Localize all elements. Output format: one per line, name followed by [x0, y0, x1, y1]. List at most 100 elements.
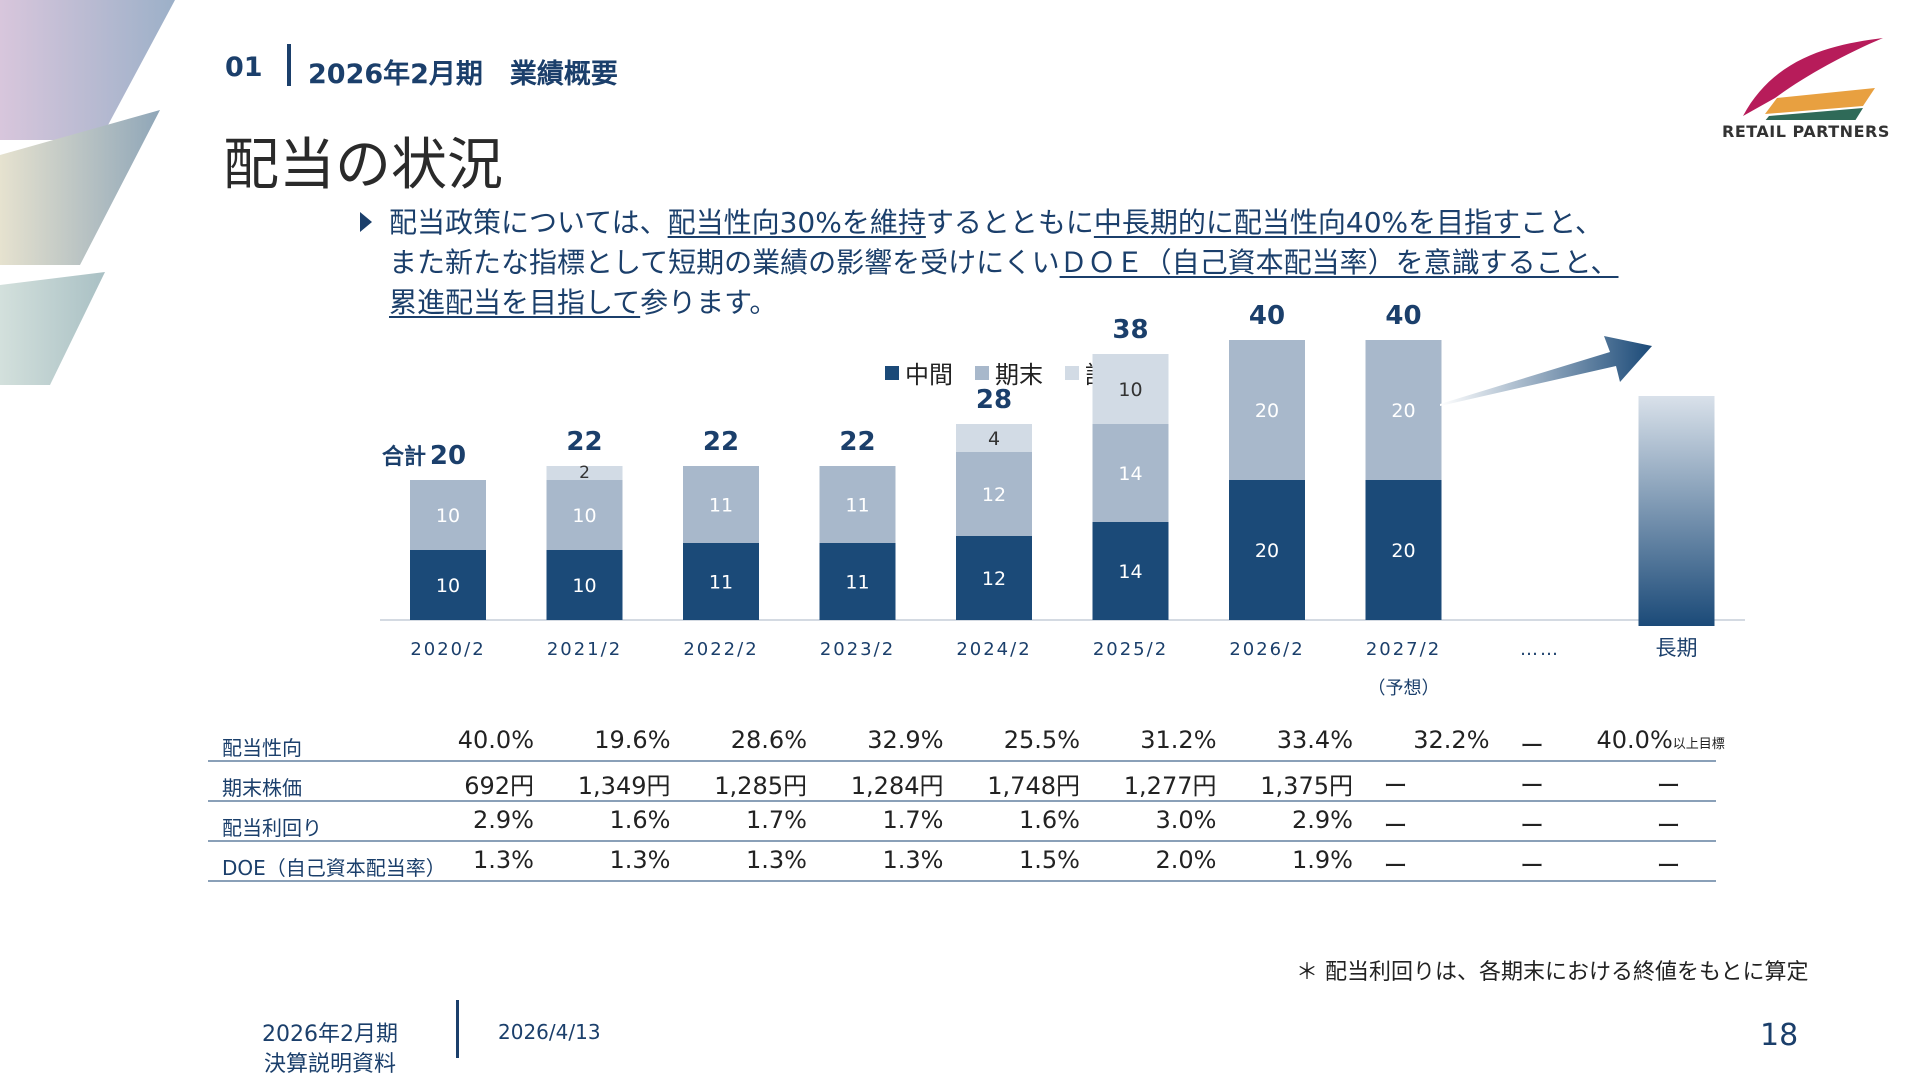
table-cell: 1.3% — [882, 846, 944, 874]
total-label: 38 — [1112, 315, 1148, 345]
table-cell: 32.2% — [1413, 726, 1490, 754]
footnote: ＊ 配当利回りは、各期末における終値をもとに算定 — [1296, 960, 1809, 985]
bar-segment — [1092, 354, 1169, 424]
table-cell: 1,375円 — [1260, 772, 1353, 800]
table-row-label: 配当利回り — [222, 816, 322, 840]
table-cell: 1,349円 — [577, 772, 671, 800]
table-cell: 1,284円 — [850, 772, 944, 800]
table-cell: ー — [1520, 812, 1544, 840]
x-tick-label: 2024/2 — [956, 639, 1031, 660]
total-prefix: 合計 — [382, 444, 426, 470]
table-cell: 1.3% — [609, 846, 671, 874]
policy-segment: また新たな指標として短期の業績の影響を受けにくい — [389, 246, 1060, 279]
table-cell: 2.9% — [1292, 806, 1353, 834]
table-cell: 1.7% — [746, 806, 807, 834]
total-label: 22 — [839, 427, 875, 457]
bar-segment — [410, 550, 486, 620]
table-cell: 31.2% — [1140, 726, 1217, 754]
page-title: 配当の状況 — [223, 133, 503, 198]
legend-label: 中間 — [905, 361, 953, 389]
bar-segment — [1092, 522, 1169, 620]
bar-segment — [956, 452, 1032, 536]
policy-segment: ＤＯＥ（自己資本配当率）を意識すること、 — [1059, 246, 1619, 279]
bar-segment — [1365, 340, 1442, 480]
table-cell: ー — [1383, 812, 1408, 840]
table-cell: ー — [1520, 772, 1544, 800]
table-row-label: DOE（自己資本配当率） — [222, 856, 446, 880]
data-label: 11 — [845, 572, 869, 594]
x-tick-label: 2022/2 — [683, 639, 758, 660]
total-label: 28 — [976, 385, 1012, 415]
legend-item: 中間 — [885, 355, 953, 390]
policy-segment: 配当性向30%を維持 — [667, 206, 926, 239]
bar-segment — [683, 466, 759, 543]
bar-segment — [1092, 424, 1169, 522]
table-cell: ー — [1520, 852, 1544, 880]
data-label: 4 — [988, 428, 1000, 450]
table-cell: 25.5% — [1003, 726, 1080, 754]
table-cell: 33.4% — [1276, 726, 1353, 754]
footer-date: 2026/4/13 — [498, 1020, 601, 1044]
data-label: 20 — [1255, 540, 1279, 562]
table-cell: ー — [1383, 772, 1408, 800]
bar-segment — [819, 543, 896, 620]
x-tick-note: （予想） — [1368, 678, 1440, 699]
table-cell: ー — [1656, 852, 1681, 880]
data-label: 10 — [572, 575, 596, 597]
bar-segment — [546, 466, 623, 480]
x-tick-label: 2021/2 — [547, 639, 622, 660]
legend-label: 期末 — [995, 361, 1043, 389]
policy-segment: 参ります。 — [640, 286, 778, 319]
bar-segment — [956, 424, 1032, 452]
bar-segment — [1365, 480, 1442, 620]
retail-partners-logo-icon — [1743, 38, 1883, 120]
data-label: 12 — [982, 484, 1006, 506]
data-label: 2 — [579, 463, 590, 483]
table-cell: ー — [1656, 812, 1681, 840]
table-cell: 1.3% — [473, 846, 534, 874]
dividend-policy-text: 配当政策については、配当性向30%を維持するとともに中長期的に配当性向40%を目… — [389, 203, 1729, 323]
footer-period: 2026年2月期 — [262, 1022, 398, 1047]
data-label: 10 — [436, 575, 460, 597]
table-row-label: 配当性向 — [222, 736, 302, 760]
table-cell: 2.0% — [1155, 846, 1217, 874]
data-label: 14 — [1118, 561, 1142, 583]
section-title: 2026年2月期 業績概要 — [308, 59, 618, 90]
bar-segment — [546, 550, 623, 620]
data-label: 11 — [845, 495, 869, 517]
bar-segment — [956, 536, 1032, 620]
section-divider — [287, 44, 291, 86]
legend-swatch — [975, 365, 989, 380]
table-cell: 1.9% — [1292, 846, 1353, 874]
x-tick-label: 2025/2 — [1093, 639, 1168, 660]
bullet-icon — [360, 212, 372, 232]
x-tick-label: 2027/2 — [1366, 639, 1441, 660]
target-suffix: 以上目標 — [1672, 737, 1725, 752]
table-row-divider — [208, 760, 1716, 762]
footer-divider — [456, 1000, 459, 1058]
logo-text: RETAIL PARTNERS — [1722, 122, 1890, 141]
bar-segment — [546, 480, 623, 550]
table-cell: 1.6% — [1019, 806, 1080, 834]
table-cell: 28.6% — [730, 726, 807, 754]
section-number: 01 — [225, 52, 263, 83]
data-label: 20 — [1391, 400, 1415, 422]
policy-segment: 配当政策については、 — [389, 206, 668, 239]
data-label: 11 — [709, 572, 733, 594]
table-cell: 1,748円 — [987, 772, 1080, 800]
total-label: 40 — [1385, 301, 1421, 331]
page-number: 18 — [1760, 1018, 1799, 1053]
table-cell: 1,277円 — [1123, 772, 1217, 800]
policy-segment: 中長期的に配当性向40%を目指す — [1093, 206, 1521, 239]
data-label: 10 — [572, 505, 596, 527]
legend-swatch — [885, 365, 899, 380]
table-cell: ー — [1656, 772, 1681, 800]
table-cell: 692円 — [464, 772, 534, 800]
data-label: 12 — [982, 568, 1006, 590]
data-label: 10 — [436, 505, 460, 527]
growth-arrow-icon — [1440, 336, 1652, 406]
table-row-label: 期末株価 — [222, 776, 302, 800]
x-tick-label: …… — [1520, 639, 1560, 660]
